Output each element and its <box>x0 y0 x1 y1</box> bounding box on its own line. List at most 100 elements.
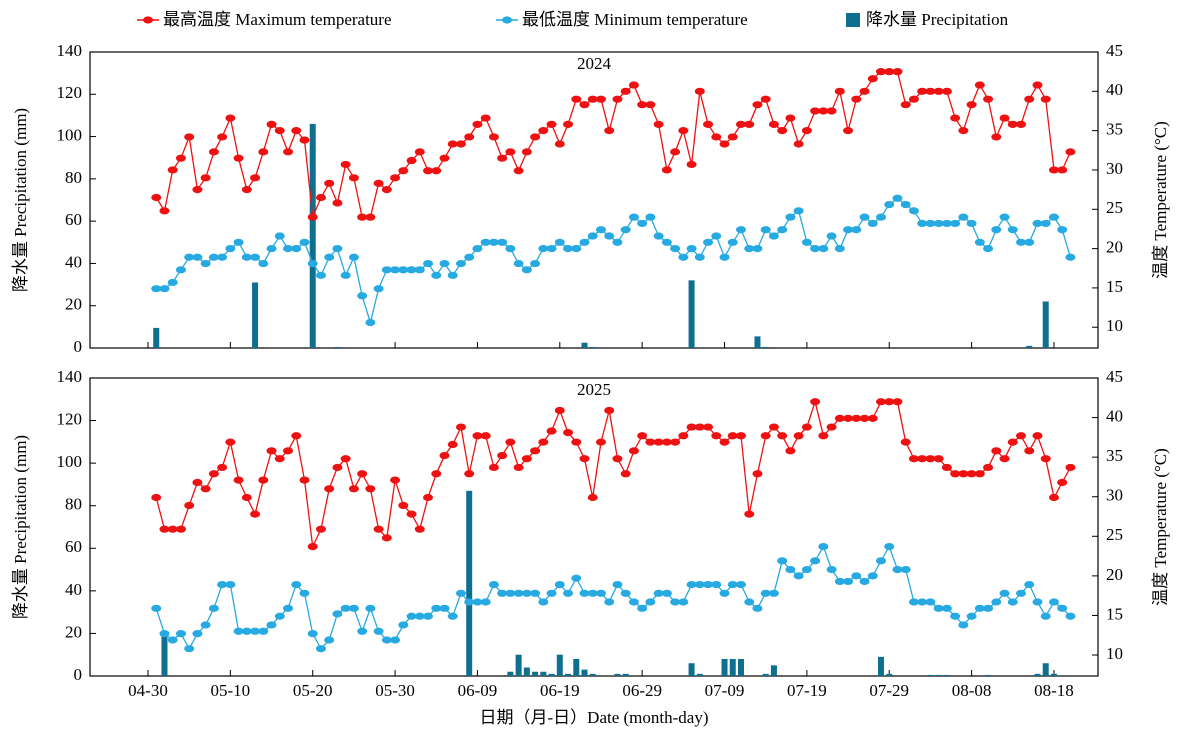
temp-marker <box>917 455 928 463</box>
temp-marker <box>332 199 343 207</box>
x-tick-label: 07-19 <box>787 681 827 700</box>
temp-marker <box>340 455 351 463</box>
temp-marker <box>431 271 442 279</box>
temp-marker <box>620 589 631 597</box>
temp-marker <box>439 259 450 268</box>
temp-marker <box>241 186 252 194</box>
temp-marker <box>645 438 656 446</box>
temp-marker <box>735 120 746 128</box>
temp-marker <box>406 510 417 518</box>
x-tick-label: 08-08 <box>952 681 992 700</box>
legend-marker <box>502 16 512 24</box>
temp-marker <box>455 140 466 148</box>
precip-bar <box>581 342 588 348</box>
temp-marker <box>414 612 425 620</box>
temp-marker <box>464 133 475 141</box>
temp-marker <box>538 127 549 135</box>
temp-marker <box>208 253 219 261</box>
precip-bar <box>935 674 942 676</box>
temp-marker <box>628 598 639 606</box>
y-tick-label: 100 <box>57 452 83 471</box>
temp-marker <box>324 636 335 644</box>
temp-marker <box>307 630 318 638</box>
temp-marker <box>884 398 895 406</box>
temp-marker <box>1016 589 1027 597</box>
precip-bar <box>729 658 736 676</box>
temp-marker <box>1016 432 1027 440</box>
temp-marker <box>595 589 606 597</box>
temp-marker <box>563 589 574 597</box>
temp-marker <box>892 194 903 202</box>
legend-label: 最高温度 Maximum temperature <box>163 10 392 29</box>
temp-marker <box>1032 598 1043 606</box>
temp-marker <box>670 598 681 606</box>
temp-marker <box>167 636 178 644</box>
precip-bar <box>540 671 547 676</box>
temp-marker <box>151 193 162 202</box>
temp-marker <box>513 259 524 268</box>
temp-marker <box>801 423 812 431</box>
temp-marker <box>958 213 969 221</box>
temp-marker <box>447 440 458 449</box>
temp-marker <box>653 232 664 240</box>
temp-marker <box>439 154 450 162</box>
temp-marker <box>250 174 261 182</box>
temp-marker <box>785 114 796 122</box>
precip-bar <box>556 654 563 676</box>
y2-tick-label: 45 <box>1106 367 1123 386</box>
temp-marker <box>933 604 944 612</box>
temp-marker <box>175 154 186 162</box>
temp-marker <box>810 107 821 115</box>
temp-marker <box>225 114 236 122</box>
temp-marker <box>497 589 508 597</box>
temp-marker <box>587 589 598 597</box>
temp-marker <box>175 630 186 638</box>
temp-marker <box>563 429 574 437</box>
precip-bar <box>581 669 588 676</box>
temp-marker <box>941 463 952 472</box>
temp-marker <box>381 636 392 644</box>
temp-marker <box>1032 219 1043 228</box>
panel-title: 2025 <box>577 380 611 399</box>
temp-marker <box>250 253 261 261</box>
temp-marker <box>620 226 631 234</box>
temp-marker <box>406 612 417 620</box>
temp-marker <box>1016 120 1027 128</box>
temp-marker <box>1024 447 1035 455</box>
temp-marker <box>678 598 689 606</box>
temp-marker <box>184 133 195 141</box>
temp-marker <box>340 160 351 169</box>
temp-marker <box>719 140 730 148</box>
precip-bar <box>153 327 160 348</box>
temp-marker <box>159 525 170 533</box>
temp-marker <box>390 636 401 644</box>
temp-marker <box>1007 598 1018 606</box>
temp-marker <box>826 565 837 574</box>
temp-marker <box>760 589 771 597</box>
temp-marker <box>950 612 961 620</box>
temp-marker <box>900 438 911 446</box>
temp-marker <box>612 238 623 246</box>
panel-title: 2024 <box>577 54 612 73</box>
temp-marker <box>571 95 582 103</box>
temp-marker <box>505 438 516 446</box>
y2-tick-label: 35 <box>1106 120 1123 139</box>
temp-marker <box>950 470 961 478</box>
temp-marker <box>900 200 911 209</box>
temp-marker <box>266 120 277 128</box>
temp-marker <box>1040 219 1051 228</box>
temp-marker <box>200 621 211 629</box>
temp-marker <box>785 213 796 221</box>
temp-marker <box>793 572 804 580</box>
temp-marker <box>703 580 714 589</box>
precip-bar <box>161 633 168 676</box>
temp-marker <box>167 278 178 287</box>
temp-marker <box>645 598 656 606</box>
temp-marker <box>423 493 434 502</box>
temp-marker <box>711 432 722 440</box>
temp-marker <box>225 580 236 589</box>
temp-marker <box>768 232 779 240</box>
temp-marker <box>357 292 368 300</box>
temp-marker <box>999 114 1010 122</box>
temp-line <box>155 545 1071 651</box>
